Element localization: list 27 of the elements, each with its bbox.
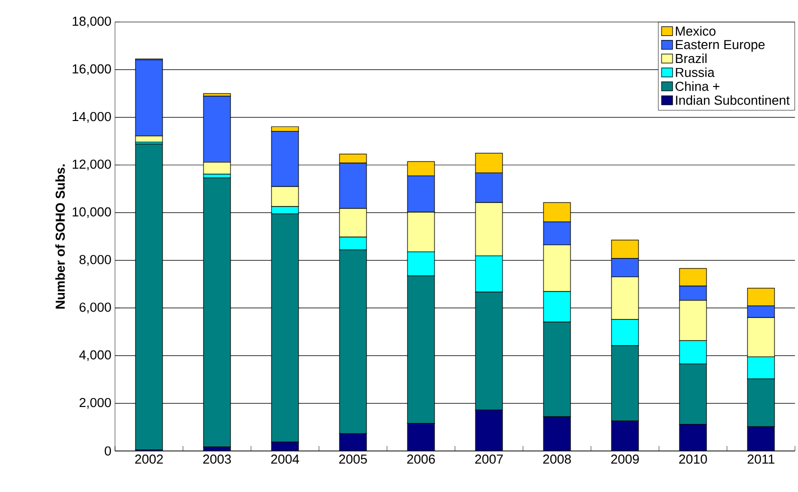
x-tick-label: 2011 [748, 454, 774, 464]
x-tick-label: 2005 [339, 454, 367, 464]
y-tick-label: 10,000 [72, 207, 111, 218]
legend-label: Mexico [676, 26, 716, 36]
y-tick-label: 16,000 [72, 64, 111, 76]
y-axis-title: Number of SOHO Subs. [55, 164, 65, 309]
legend-label: Indian Subcontinent [676, 95, 790, 105]
x-tick-label: 2010 [679, 454, 707, 464]
x-tick-label: 2006 [407, 454, 435, 464]
x-tick-label: 2004 [271, 454, 300, 464]
legend-label: Russia [676, 67, 715, 78]
legend-label: China + [676, 81, 720, 91]
legend-label: Brazil [676, 54, 707, 64]
y-tick-label: 12,000 [72, 160, 111, 170]
y-tick-label: 4,000 [79, 350, 111, 362]
x-tick-label: 2003 [203, 454, 231, 464]
x-tick-label: 2009 [611, 454, 639, 464]
y-tick-label: 2,000 [80, 398, 111, 409]
legend-label: Eastern Europe [676, 40, 765, 52]
y-tick-label: 18,000 [72, 16, 111, 28]
x-tick-label: 2002 [135, 454, 163, 464]
y-tick-label: 14,000 [72, 112, 111, 123]
x-tick-label: 2008 [543, 454, 571, 464]
x-tick-label: 2007 [475, 454, 503, 464]
y-tick-label: 6,000 [80, 302, 111, 314]
y-tick-label: 0 [104, 446, 111, 456]
y-tick-label: 8,000 [80, 254, 111, 266]
